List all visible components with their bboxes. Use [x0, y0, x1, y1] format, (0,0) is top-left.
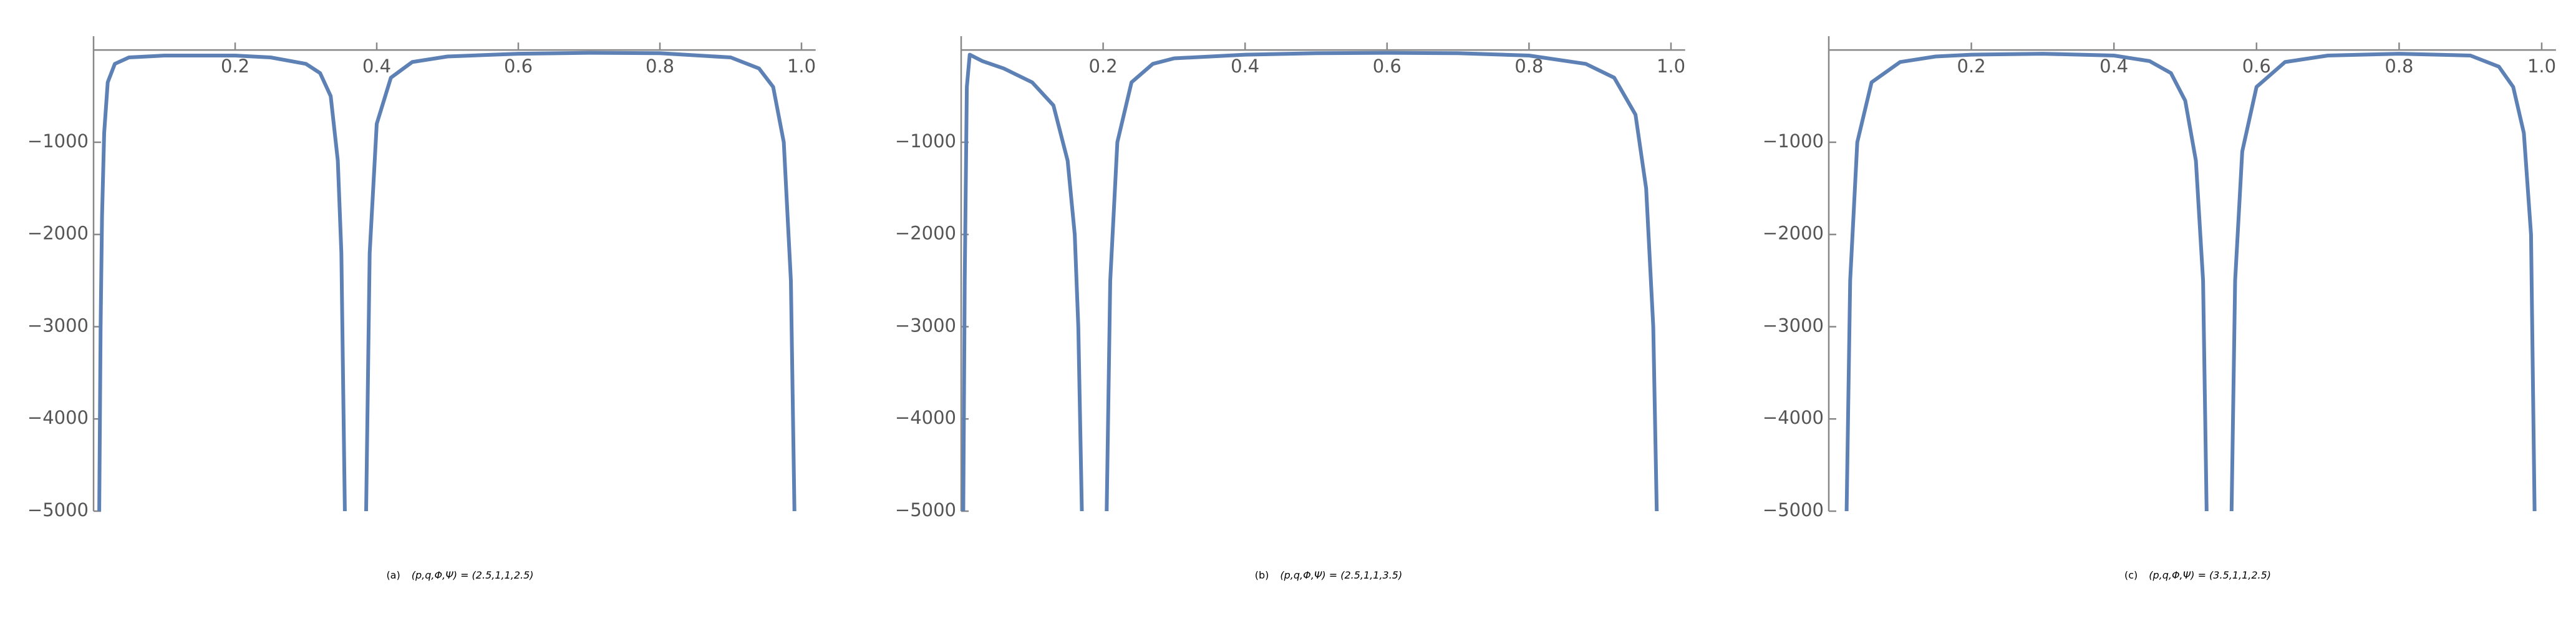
y-tick-label: −2000 [895, 223, 956, 244]
x-tick-label: 1.0 [787, 56, 816, 77]
caption-label: (b) [1255, 569, 1269, 581]
y-tick-label: −1000 [27, 130, 89, 152]
caption: (c) (p,q,Φ,Ψ) = (3.5,1,1,2.5) [2124, 569, 2271, 581]
caption: (b) (p,q,Φ,Ψ) = (2.5,1,1,3.5) [1255, 569, 1402, 581]
caption: (a) (p,q,Φ,Ψ) = (2.5,1,1,2.5) [386, 569, 533, 581]
y-tick-label: −4000 [1763, 407, 1824, 428]
x-tick-label: 0.4 [362, 56, 391, 77]
curve [97, 51, 797, 512]
caption-text: (p,q,Φ,Ψ) = (2.5,1,1,2.5) [412, 569, 534, 581]
y-tick-label: −5000 [895, 499, 956, 521]
y-tick-label: −4000 [27, 407, 89, 428]
y-tick-label: −5000 [1763, 499, 1824, 521]
y-tick-label: −3000 [895, 315, 956, 336]
x-tick-label: 0.6 [504, 56, 533, 77]
x-tick-label: 0.8 [1514, 56, 1543, 77]
y-tick-label: −1000 [1763, 130, 1824, 152]
x-tick-label: 0.4 [1231, 56, 1259, 77]
caption-text: (p,q,Φ,Ψ) = (3.5,1,1,2.5) [2149, 569, 2271, 581]
caption-text: (p,q,Φ,Ψ) = (2.5,1,1,3.5) [1280, 569, 1402, 581]
y-tick-label: −1000 [895, 130, 956, 152]
x-tick-label: 0.8 [2385, 56, 2413, 77]
x-tick-label: 0.6 [1373, 56, 1402, 77]
x-tick-label: 0.4 [2099, 56, 2128, 77]
y-tick-label: −5000 [27, 499, 89, 521]
y-tick-label: −3000 [27, 315, 89, 336]
caption-label: (a) [386, 569, 400, 581]
x-tick-label: 0.6 [2242, 56, 2271, 77]
x-tick-label: 1.0 [2527, 56, 2556, 77]
y-tick-label: −2000 [27, 223, 89, 244]
curve [961, 51, 1659, 512]
y-tick-label: −2000 [1763, 223, 1824, 244]
x-tick-label: 1.0 [1657, 56, 1685, 77]
y-tick-label: −4000 [895, 407, 956, 428]
caption-label: (c) [2124, 569, 2138, 581]
y-tick-label: −3000 [1763, 315, 1824, 336]
curve [1844, 52, 2537, 512]
x-tick-label: 0.2 [221, 56, 249, 77]
x-tick-label: 0.2 [1957, 56, 1986, 77]
x-tick-label: 0.8 [646, 56, 674, 77]
x-tick-label: 0.2 [1089, 56, 1118, 77]
